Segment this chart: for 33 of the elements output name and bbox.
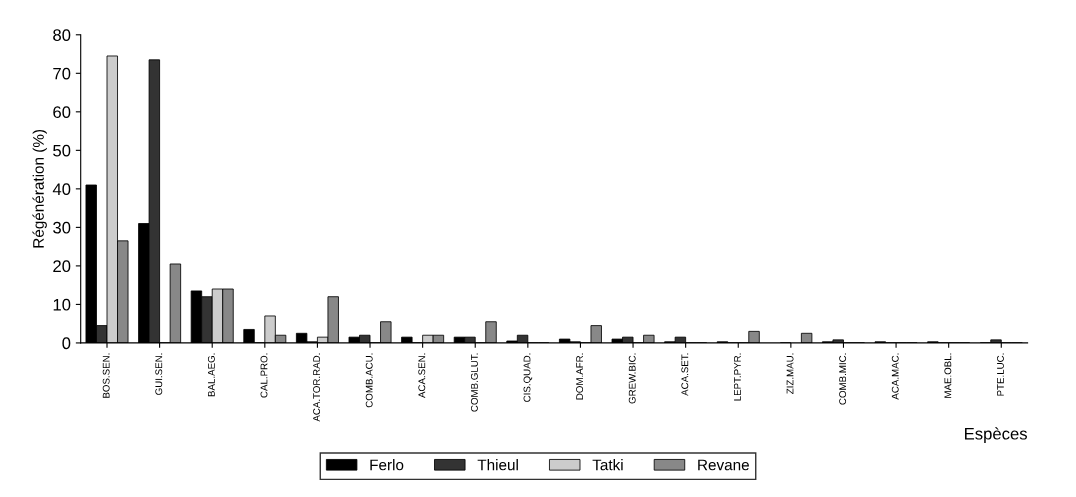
x-tick-label: ACA.SET. xyxy=(681,353,689,396)
y-tick-label: 60 xyxy=(53,106,71,119)
x-tick-label: ZIZ.MAU. xyxy=(786,353,794,394)
x-tick-label: BAL.AEG. xyxy=(207,353,215,397)
x-tick-label: CAL.PRO. xyxy=(260,353,268,398)
y-tick-label: 30 xyxy=(53,221,71,234)
x-tick-label: MAE.OBL. xyxy=(944,353,952,398)
y-tick-label: 70 xyxy=(53,67,71,80)
x-tick-label: ACA.TOR.RAD. xyxy=(313,353,321,422)
x-tick-label: COMB.GLUT. xyxy=(470,353,478,412)
x-axis-title: Espèces xyxy=(965,427,1027,443)
x-tick-label: COMB.ACU. xyxy=(365,353,373,408)
x-tick-label: DOM.AFR. xyxy=(576,353,584,400)
x-tick-label: GUI.SEN. xyxy=(155,353,163,395)
x-tick-label: ACA.SEN. xyxy=(418,353,426,399)
x-tick-label: LEPT.PYR. xyxy=(734,353,741,401)
y-tick-label: 20 xyxy=(53,260,71,273)
y-tick-label: 10 xyxy=(53,298,71,311)
x-tick-label: ACA.MAC. xyxy=(891,353,899,400)
legend-label: Thieul xyxy=(477,459,518,471)
y-tick-label: 0 xyxy=(62,337,71,350)
x-tick-label: CIS.QUAD. xyxy=(523,353,533,402)
y-axis-title: Régénération (%) xyxy=(32,129,47,248)
y-tick-label: 50 xyxy=(53,144,71,157)
x-tick-label: BOS.SEN. xyxy=(102,353,110,398)
y-tick-label: 80 xyxy=(53,29,71,41)
x-tick-label: PTE.LUC. xyxy=(997,353,1004,396)
legend-label: Ferlo xyxy=(370,459,404,471)
y-tick-label: 40 xyxy=(52,183,71,196)
legend-label: Tatki xyxy=(592,459,623,471)
x-tick-label: GREW.BIC. xyxy=(628,353,636,404)
legend-label: Revane xyxy=(698,459,749,471)
x-tick-label: COMB.MIC. xyxy=(839,353,847,405)
